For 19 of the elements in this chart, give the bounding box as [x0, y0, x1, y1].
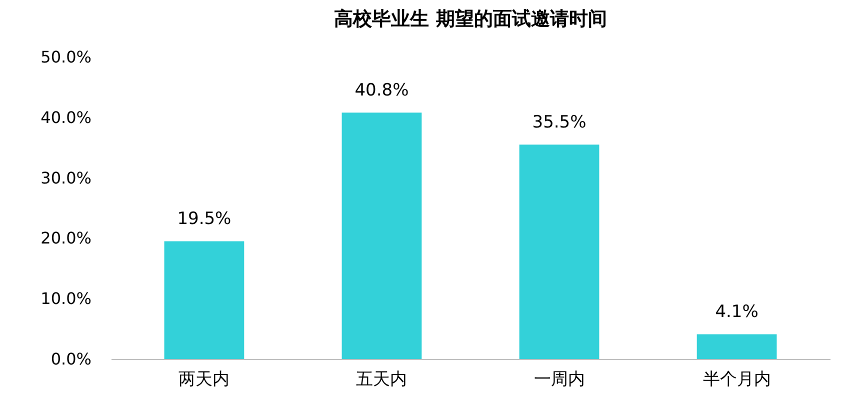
y-tick-label: 20.0% [40, 228, 92, 248]
chart-title: 高校毕业生 期望的面试邀请时间 [334, 8, 607, 30]
x-tick-label: 两天内 [178, 370, 230, 390]
x-tick-label: 一周内 [534, 370, 585, 390]
data-label: 4.1% [715, 302, 758, 322]
y-tick-label: 50.0% [40, 48, 92, 66]
data-label: 35.5% [532, 112, 586, 133]
x-tick-label: 五天内 [356, 370, 408, 390]
bar [164, 241, 244, 359]
bar [519, 144, 600, 359]
y-tick-label: 10.0% [40, 289, 92, 308]
bar [342, 112, 422, 359]
y-tick-label: 0.0% [50, 350, 92, 368]
y-tick-label: 40.0% [40, 108, 92, 127]
bar [696, 334, 777, 359]
y-tick-label: 30.0% [40, 168, 92, 188]
data-label: 19.5% [177, 209, 232, 230]
data-label: 40.8% [354, 80, 409, 101]
x-tick-label: 半个月内 [702, 370, 771, 390]
